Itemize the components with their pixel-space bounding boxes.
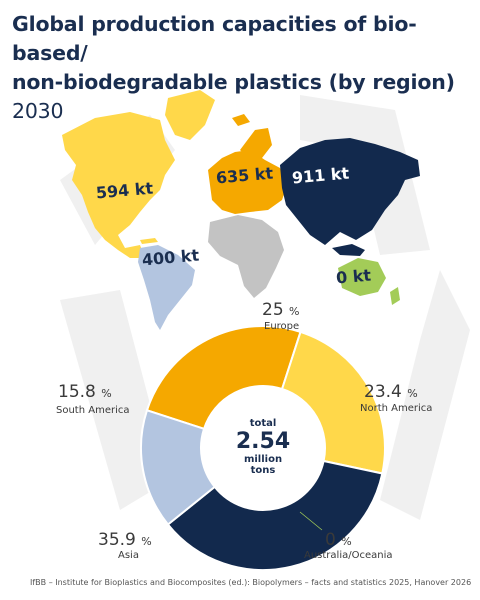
map-south-america — [138, 245, 195, 330]
donut-chart — [140, 325, 386, 571]
pct-europe: 25 % — [262, 300, 300, 320]
center-unit-2: tons — [250, 465, 276, 476]
chart-title: Global production capacities of bio-base… — [12, 10, 472, 126]
map-greenland — [165, 90, 215, 140]
map-label-australia-oceania: 0 kt — [335, 266, 372, 288]
map-australia — [338, 258, 386, 296]
source-footer: IfBB – Institute for Bioplastics and Bio… — [30, 578, 472, 587]
map-new-zealand — [390, 287, 400, 305]
map-indonesia — [332, 244, 365, 256]
map-label-north-america: 594 kt — [95, 179, 154, 203]
center-total-label: total — [249, 418, 277, 429]
leader-lines — [257, 345, 356, 531]
map-europe — [208, 150, 288, 214]
region-asia: Asia — [118, 550, 139, 561]
map-africa — [208, 215, 284, 298]
pct-north-america: 23.4 % — [364, 382, 418, 402]
leader-north-america — [333, 402, 356, 416]
map-north-america — [62, 112, 175, 258]
donut-hole — [201, 386, 325, 510]
title-year: 2030 — [12, 99, 64, 123]
map-scandinavia — [240, 128, 272, 158]
world-map — [62, 90, 420, 330]
region-australia: Australia/Oceania — [304, 550, 393, 561]
leader-australia — [299, 511, 323, 531]
region-europe: Europe — [264, 321, 300, 332]
region-south-america: South America — [56, 405, 130, 416]
title-line2: non-biodegradable plastics (by region) — [12, 70, 455, 94]
map-iceland — [232, 114, 250, 126]
pct-south-america: 15.8 % — [58, 382, 112, 402]
map-label-europe: 635 kt — [215, 164, 274, 188]
map-label-asia: 911 kt — [291, 164, 350, 188]
title-line1: Global production capacities of bio-base… — [12, 12, 417, 65]
pct-asia: 35.9 % — [98, 530, 152, 550]
map-label-south-america: 400 kt — [141, 246, 200, 270]
pct-australia: 0 % — [325, 530, 352, 550]
map-caribbean — [140, 238, 158, 244]
donut-center-label: total 2.54 million tons — [213, 418, 313, 476]
map-value-labels: 594 kt 635 kt 911 kt 400 kt 0 kt — [95, 164, 372, 288]
center-total-value: 2.54 — [235, 429, 291, 454]
center-unit-1: million — [243, 454, 283, 465]
region-north-america: North America — [360, 403, 433, 414]
map-asia — [280, 138, 420, 245]
